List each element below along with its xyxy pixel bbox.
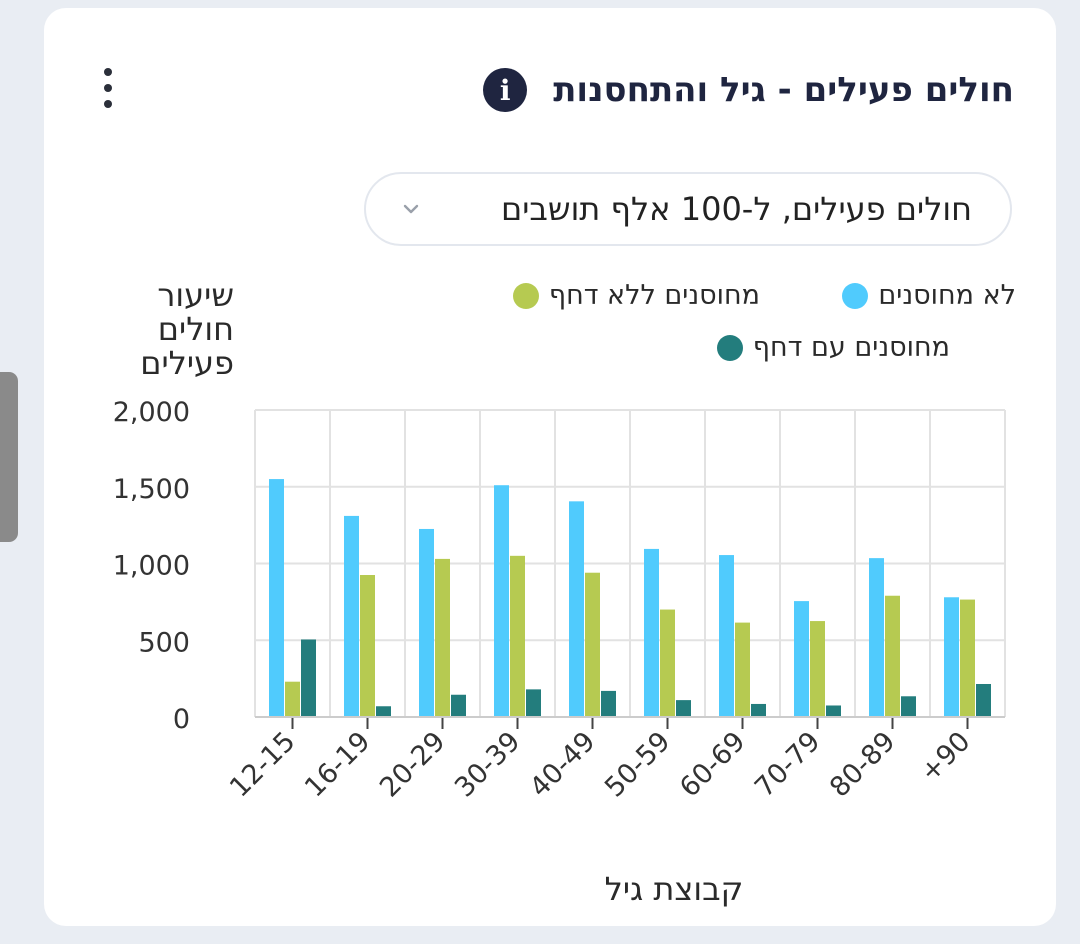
legend-item-unvaccinated[interactable]: לא מחוסנים xyxy=(842,280,1016,311)
bar xyxy=(269,479,284,717)
x-tick-label: 12-15 xyxy=(224,726,301,803)
bar xyxy=(885,595,900,717)
bar xyxy=(826,705,841,717)
legend-label-vaccinated-booster: מחוסנים עם דחף xyxy=(752,332,950,363)
bar xyxy=(451,694,466,717)
y-tick-label: 1,500 xyxy=(113,474,190,505)
bar xyxy=(435,558,450,717)
bar xyxy=(585,572,600,717)
x-tick-label: 60-69 xyxy=(674,726,751,803)
bar xyxy=(510,555,525,717)
bar xyxy=(569,501,584,717)
bar xyxy=(494,485,509,717)
card-title: חולים פעילים - גיל והתחסנות xyxy=(553,70,1014,110)
legend-item-vaccinated-booster[interactable]: מחוסנים עם דחף xyxy=(716,332,950,363)
legend-label-vaccinated-no-booster: מחוסנים ללא דחף xyxy=(548,280,760,311)
chevron-down-icon xyxy=(403,204,419,214)
kebab-menu-icon[interactable] xyxy=(98,68,118,108)
bar xyxy=(976,683,991,717)
metric-select-value: חולים פעילים, ל-100 אלף תושבים xyxy=(501,190,972,228)
x-tick-label: 20-29 xyxy=(374,726,451,803)
chart-card: חולים פעילים - גיל והתחסנות i חולים פעיל… xyxy=(44,8,1056,926)
page-scrollbar[interactable] xyxy=(0,372,18,542)
info-icon[interactable]: i xyxy=(483,68,528,112)
x-tick-label: 50-59 xyxy=(599,726,676,803)
y-tick-label: 2,000 xyxy=(113,397,190,428)
bar xyxy=(660,609,675,717)
bar xyxy=(676,700,691,717)
bar xyxy=(285,681,300,717)
bar xyxy=(601,690,616,717)
legend-dot-unvaccinated xyxy=(842,282,869,309)
bar xyxy=(376,706,391,717)
bar xyxy=(901,696,916,717)
legend-item-vaccinated-no-booster[interactable]: מחוסנים ללא דחף xyxy=(512,280,760,311)
bar xyxy=(419,528,434,717)
bar xyxy=(869,558,884,717)
y-axis-title: שיעור חולים פעילים xyxy=(140,276,234,382)
x-tick-label: 16-19 xyxy=(299,726,376,803)
x-axis-title: קבוצת גיל xyxy=(604,870,744,908)
bar xyxy=(960,599,975,717)
bar xyxy=(526,689,541,717)
card-header: חולים פעילים - גיל והתחסנות i xyxy=(483,60,1014,120)
bar xyxy=(735,622,750,717)
y-tick-label: 500 xyxy=(138,627,190,658)
x-tick-label: 30-39 xyxy=(449,726,526,803)
bar xyxy=(719,555,734,717)
x-tick-label: 40-49 xyxy=(524,726,601,803)
bar xyxy=(751,703,766,717)
legend-dot-vaccinated-no-booster xyxy=(512,282,539,309)
legend-label-unvaccinated: לא מחוסנים xyxy=(878,280,1016,311)
x-tick-label: 80-89 xyxy=(824,726,901,803)
bar xyxy=(644,548,659,717)
bar xyxy=(794,601,809,717)
legend-dot-vaccinated-booster xyxy=(716,334,743,361)
bar xyxy=(810,621,825,717)
bar xyxy=(944,597,959,717)
y-tick-label: 1,000 xyxy=(113,551,190,582)
bar xyxy=(360,575,375,717)
bar xyxy=(301,639,316,717)
bar xyxy=(344,515,359,717)
x-tick-label: 70-79 xyxy=(749,726,826,803)
y-tick-label: 0 xyxy=(173,704,190,735)
metric-select[interactable]: חולים פעילים, ל-100 אלף תושבים xyxy=(364,172,1012,246)
x-tick-label: +90 xyxy=(914,726,976,788)
